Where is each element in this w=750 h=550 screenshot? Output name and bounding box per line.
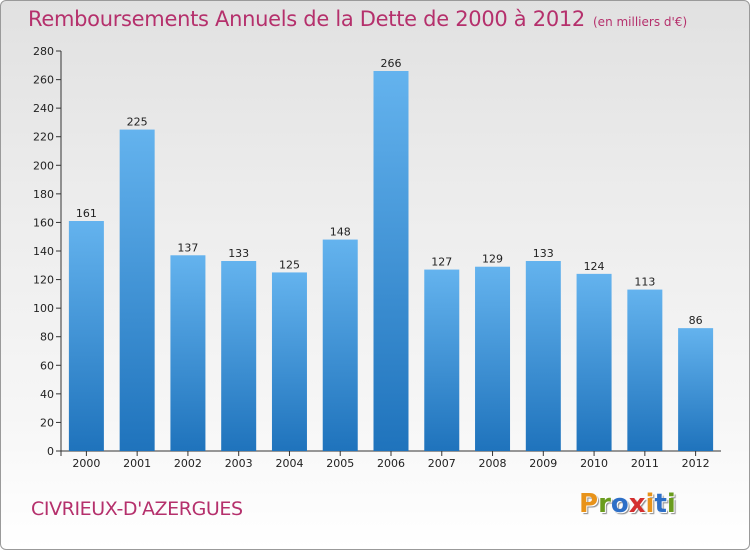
data-label-2005: 148 [330,226,351,239]
x-tick-label-2011: 2011 [631,457,659,470]
logo-letter: x [628,489,646,519]
data-label-2007: 127 [431,256,452,269]
proxiti-logo[interactable]: Proxiti [579,489,676,519]
x-tick-label-2006: 2006 [377,457,405,470]
x-tick-label-2009: 2009 [529,457,557,470]
bar-2012 [678,328,714,451]
x-tick-label-2012: 2012 [682,457,710,470]
data-label-2009: 133 [533,247,554,260]
y-tick-label: 180 [33,188,54,201]
bar-2000 [68,221,104,451]
bar-2006 [373,71,409,451]
logo-letter: t [654,489,667,519]
data-label-2001: 225 [127,116,148,129]
data-label-2006: 266 [381,57,402,70]
title-row: Remboursements Annuels de la Dette de 20… [28,7,687,31]
data-label-2011: 113 [634,276,655,289]
x-tick-label-2004: 2004 [275,457,303,470]
y-tick-label: 240 [33,102,54,115]
x-tick-label-2005: 2005 [326,457,354,470]
x-tick-label-2000: 2000 [72,457,100,470]
y-tick-label: 60 [40,359,54,372]
y-tick-label: 100 [33,302,54,315]
bar-2009 [525,261,561,451]
data-label-2000: 161 [76,207,97,220]
y-tick-label: 20 [40,416,54,429]
y-tick-label: 80 [40,331,54,344]
bar-2001 [119,129,155,452]
chart-title: Remboursements Annuels de la Dette de 20… [28,7,585,31]
data-label-2010: 124 [584,260,605,273]
bar-2007 [424,269,460,451]
y-tick-label: 280 [33,45,54,58]
bar-2008 [475,266,511,451]
y-tick-label: 260 [33,74,54,87]
bar-2004 [271,272,307,451]
chart-unit: (en milliers d'€) [593,15,688,29]
y-tick-label: 140 [33,245,54,258]
bars: 161 225 137 133 125 148 266 127 129 133 124 113 86 [68,57,714,452]
y-tick-label: 40 [40,388,54,401]
y-tick-label: 120 [33,274,54,287]
x-tick-label-2010: 2010 [580,457,608,470]
data-label-2012: 86 [689,314,703,327]
logo-letter: P [579,489,599,519]
data-label-2004: 125 [279,258,300,271]
x-tick-label-2002: 2002 [174,457,202,470]
logo-letter: o [610,489,629,519]
axes: 0 20 40 60 80 100 120 140 160 180 200 220 240 260 280 2… [33,45,721,470]
data-label-2002: 137 [177,241,198,254]
y-tick-label: 220 [33,131,54,144]
y-tick-label: 200 [33,159,54,172]
data-label-2003: 133 [228,247,249,260]
bar-2011 [627,289,663,451]
city-name: CIVRIEUX-D'AZERGUES [31,498,243,520]
bar-2003 [221,261,257,451]
x-tick-label-2007: 2007 [428,457,456,470]
logo-letter: i [666,489,676,519]
bar-2002 [170,255,206,451]
logo-letter: r [598,489,611,519]
x-tick-label-2008: 2008 [479,457,507,470]
bar-2010 [576,273,612,451]
y-tick-label: 0 [47,445,54,458]
x-tick-label-2003: 2003 [225,457,253,470]
x-tick-label-2001: 2001 [123,457,151,470]
data-label-2008: 129 [482,253,503,266]
bar-2005 [322,239,358,451]
logo-letter: i [645,489,655,519]
y-tick-label: 160 [33,216,54,229]
